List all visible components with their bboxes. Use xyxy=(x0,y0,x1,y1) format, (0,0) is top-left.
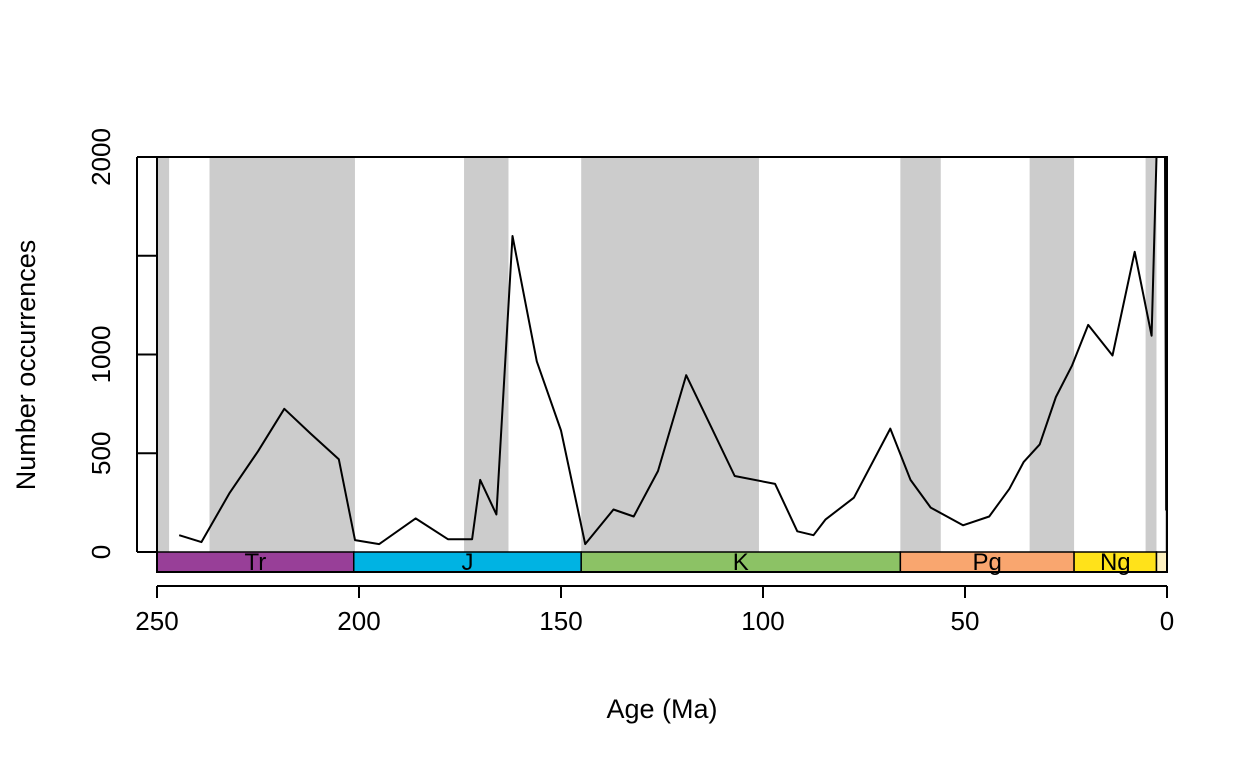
shaded-interval-3 xyxy=(581,157,759,552)
x-axis-title: Age (Ma) xyxy=(606,694,717,724)
y-tick-label-1000: 1000 xyxy=(86,326,116,384)
x-tick-label-0: 0 xyxy=(1160,606,1174,636)
shaded-interval-5 xyxy=(1029,157,1075,552)
shaded-interval-2 xyxy=(464,157,509,552)
x-tick-label-100: 100 xyxy=(741,606,784,636)
shaded-interval-0 xyxy=(157,157,170,552)
period-label-Tr: Tr xyxy=(244,549,266,576)
shaded-interval-1 xyxy=(209,157,355,552)
period-label-J: J xyxy=(461,549,473,576)
x-tick-label-150: 150 xyxy=(539,606,582,636)
x-tick-label-200: 200 xyxy=(337,606,380,636)
x-axis: 250 200 150 100 50 0 xyxy=(135,585,1174,636)
series-layer xyxy=(178,157,1167,546)
y-tick-label-500: 500 xyxy=(86,432,116,475)
y-axis: 0 500 1000 2000 xyxy=(86,128,157,559)
x-tick-label-50: 50 xyxy=(951,606,980,636)
shaded-intervals xyxy=(157,157,1167,552)
y-axis-title: Number occurrences xyxy=(11,240,41,491)
plot-frame xyxy=(156,156,1168,573)
y-tick-label-2000: 2000 xyxy=(86,128,116,186)
geologic-timescale: Tr J K Pg Ng xyxy=(156,549,1168,576)
series-line-0 xyxy=(178,157,1167,546)
y-tick-label-0: 0 xyxy=(86,545,116,559)
period-label-K: K xyxy=(733,549,749,576)
shaded-interval-6 xyxy=(1145,157,1157,552)
x-tick-label-250: 250 xyxy=(135,606,178,636)
period-box-q xyxy=(1155,551,1168,573)
shaded-interval-4 xyxy=(900,157,941,552)
